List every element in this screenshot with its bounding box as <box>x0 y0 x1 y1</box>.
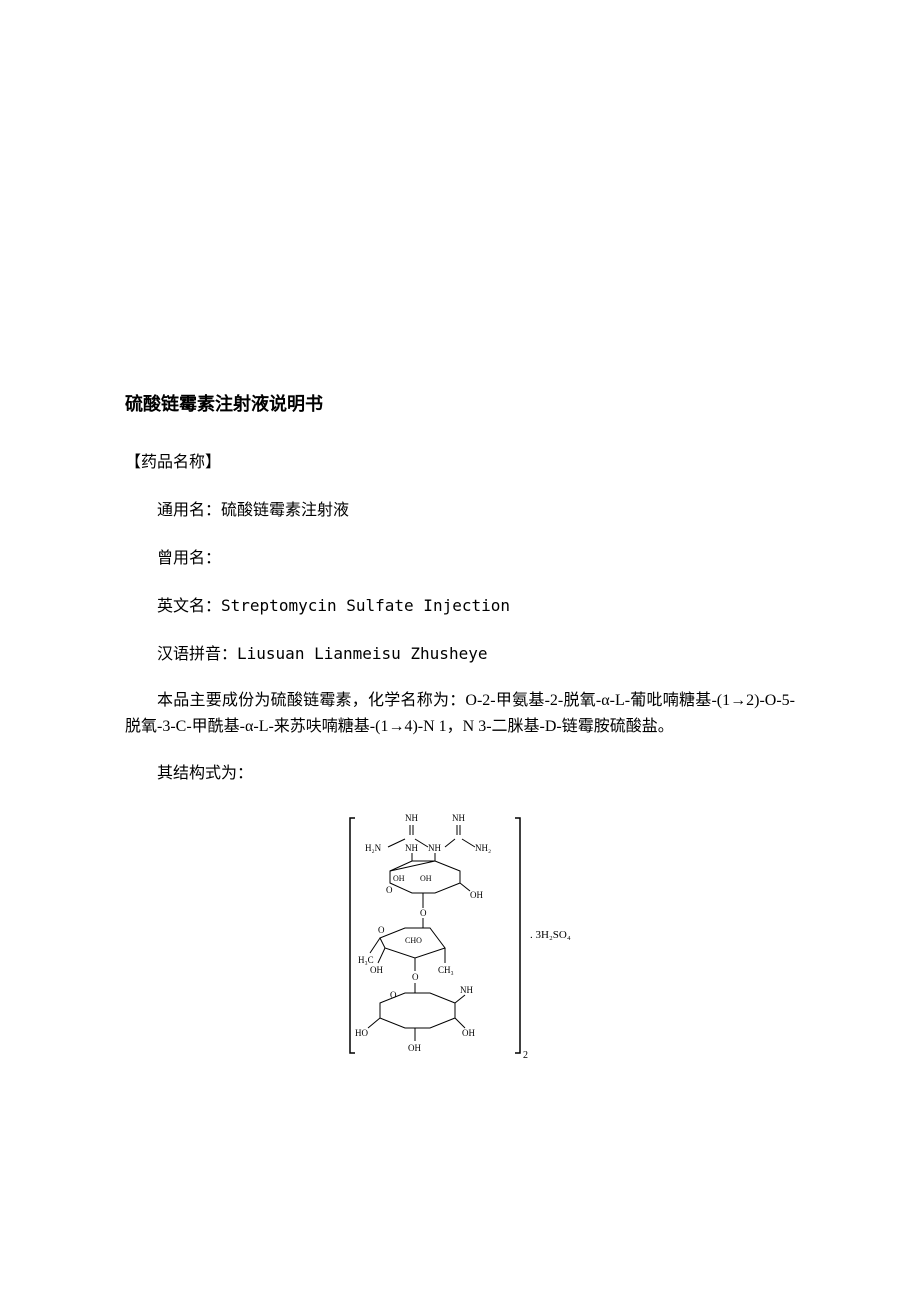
label-nh-5: NH <box>460 985 473 995</box>
label-o-1: O <box>386 885 393 895</box>
field-generic-name: 通用名：硫酸链霉素注射液 <box>125 496 795 520</box>
label-h2n-1: H₂N <box>365 843 382 853</box>
label-nh-4: NH <box>428 843 441 853</box>
label-nh-1: NH <box>405 813 418 823</box>
formula-suffix: . 3H₂SO₄ <box>530 929 571 941</box>
chemical-description: 本品主要成份为硫酸链霉素，化学名称为：O-2-甲氨基-2-脱氧-α-L-葡吡喃糖… <box>125 688 795 739</box>
label-h3c: H₃C <box>358 955 374 965</box>
section-header-drug-name: 【药品名称】 <box>125 448 795 472</box>
label-oh-1: OH <box>393 874 405 883</box>
svg-text:O: O <box>378 925 385 935</box>
label-nh2-1: NH₂ <box>475 843 491 853</box>
pinyin-value: Liusuan Lianmeisu Zhusheye <box>237 644 487 663</box>
structure-label: 其结构式为： <box>125 759 795 783</box>
english-name-value: Streptomycin Sulfate Injection <box>221 596 510 615</box>
label-nh-3: NH <box>405 843 418 853</box>
field-pinyin: 汉语拼音：Liusuan Lianmeisu Zhusheye <box>125 640 795 664</box>
label-ch3: CH₃ <box>438 965 454 975</box>
chemical-structure-diagram: NH NH H₂N NH NH NH₂ OH OH OH O O O CH <box>125 803 795 1068</box>
field-english-name: 英文名：Streptomycin Sulfate Injection <box>125 592 795 616</box>
label-oh-6: OH <box>462 1028 475 1038</box>
structure-svg: NH NH H₂N NH NH NH₂ OH OH OH O O O CH <box>320 803 600 1063</box>
generic-name-value: 硫酸链霉素注射液 <box>221 500 349 519</box>
label-oh-3: OH <box>470 890 483 900</box>
bracket-subscript: 2 <box>523 1050 528 1061</box>
pinyin-label: 汉语拼音： <box>157 646 237 663</box>
label-oh-2: OH <box>420 874 432 883</box>
label-ho: HO <box>355 1028 368 1038</box>
bracket-right <box>515 818 520 1053</box>
label-o-2: O <box>420 908 427 918</box>
label-oh-4: OH <box>370 965 383 975</box>
field-former-name: 曾用名： <box>125 544 795 568</box>
former-name-label: 曾用名： <box>157 550 221 567</box>
document-title: 硫酸链霉素注射液说明书 <box>125 390 795 416</box>
bracket-left <box>350 818 355 1053</box>
label-o-4: O <box>390 990 397 1000</box>
english-name-label: 英文名： <box>157 598 221 615</box>
label-cho: CHO <box>405 936 422 945</box>
generic-name-label: 通用名： <box>157 502 221 519</box>
label-o-3: O <box>412 972 419 982</box>
label-oh-5: OH <box>408 1043 421 1053</box>
label-nh-2: NH <box>452 813 465 823</box>
